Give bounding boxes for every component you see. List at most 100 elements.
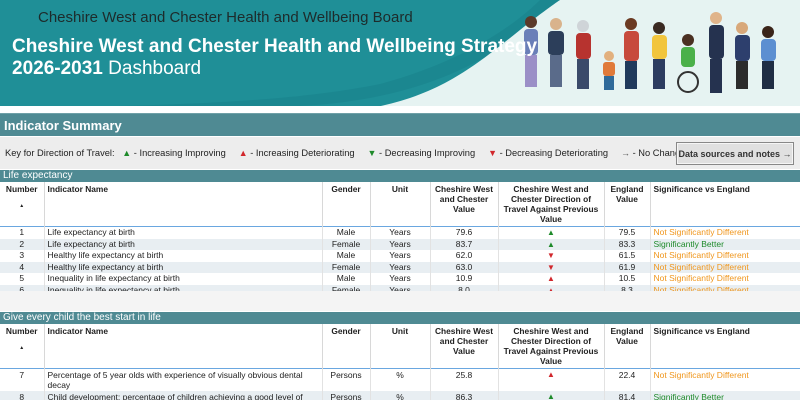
column-header-gender[interactable]: Gender bbox=[322, 182, 371, 227]
cwac-value: 8.0 bbox=[430, 284, 499, 296]
significance: Not Significantly Different bbox=[650, 261, 800, 273]
unit: Years bbox=[370, 261, 431, 273]
section-title: Give every child the best start in life bbox=[3, 312, 161, 323]
england-value: 8.3 bbox=[604, 284, 651, 296]
column-header-england-value[interactable]: England Value bbox=[604, 324, 651, 369]
decreasing-deteriorating-icon: ▼ bbox=[498, 250, 605, 262]
cwac-value: 63.0 bbox=[430, 261, 499, 273]
people-illustration bbox=[524, 12, 776, 93]
section-title: Life expectancy bbox=[3, 170, 73, 181]
data-sources-button[interactable]: Data sources and notes → bbox=[676, 142, 794, 165]
table-row[interactable]: 4 Healthy life expectancy at birth Female Y… bbox=[0, 261, 800, 273]
column-header-england-value[interactable]: England Value bbox=[604, 182, 651, 227]
no-change-icon: → bbox=[621, 148, 631, 158]
cwac-value: 83.7 bbox=[430, 238, 499, 250]
increasing-deteriorating-icon: ▲ bbox=[498, 368, 605, 391]
cwac-value: 86.3 bbox=[430, 391, 499, 400]
column-header-significance[interactable]: Significance vs England bbox=[650, 182, 800, 227]
table-row[interactable]: 7 Percentage of 5 year olds with experien… bbox=[0, 368, 800, 391]
unit: Years bbox=[370, 238, 431, 250]
increasing-improving-icon: ▲ bbox=[498, 391, 605, 400]
person-icon bbox=[576, 20, 591, 89]
direction-key: Key for Direction of Travel: ▲ - Increas… bbox=[5, 148, 685, 158]
indicator-name: Percentage of 5 year olds with experienc… bbox=[44, 368, 323, 391]
section-header-life-expectancy: Life expectancy bbox=[0, 170, 800, 182]
table-row[interactable]: 8 Child development: percentage of childr… bbox=[0, 391, 800, 400]
significance: Not Significantly Different bbox=[653, 370, 749, 380]
person-icon bbox=[761, 26, 776, 89]
column-header-significance[interactable]: Significance vs England bbox=[650, 324, 800, 369]
title-dashboard: Dashboard bbox=[102, 58, 202, 79]
row-number: 3 bbox=[0, 250, 45, 262]
table-row[interactable]: 5 Inequality in life expectancy at birth M… bbox=[0, 273, 800, 285]
person-icon bbox=[677, 34, 699, 93]
indicator-name: Inequality in life expectancy at birth bbox=[44, 273, 323, 285]
direction-key-row: Key for Direction of Travel: ▲ - Increas… bbox=[0, 137, 800, 169]
unit: Years bbox=[370, 226, 431, 239]
england-value: 81.4 bbox=[604, 391, 651, 400]
indicator-summary-title: Indicator Summary bbox=[4, 118, 122, 133]
column-header-number-label: Number bbox=[5, 326, 38, 336]
gender: Female bbox=[322, 284, 371, 296]
column-header-number-label: Number bbox=[5, 184, 38, 194]
person-icon bbox=[624, 18, 639, 89]
column-header-indicator[interactable]: Indicator Name bbox=[44, 324, 323, 369]
column-header-direction[interactable]: Cheshire West and Chester Direction of T… bbox=[498, 324, 605, 369]
significance: Not Significantly Different bbox=[650, 284, 800, 296]
sort-asc-icon[interactable]: ▲ bbox=[19, 345, 25, 351]
key-label: Key for Direction of Travel: bbox=[5, 148, 115, 158]
decreasing-improving-icon: ▼ bbox=[367, 148, 377, 158]
life-expectancy-rows: 1 Life expectancy at birth Male Years 79.6 ▲ 7… bbox=[0, 226, 800, 296]
column-header-number[interactable]: Number ▲ bbox=[0, 324, 45, 369]
banner-bottom-strip bbox=[0, 106, 800, 112]
row-number: 7 bbox=[0, 368, 45, 391]
table-row[interactable]: 2 Life expectancy at birth Female Years 83.7… bbox=[0, 238, 800, 250]
cwac-value: 79.6 bbox=[430, 226, 499, 239]
table-row[interactable]: 3 Healthy life expectancy at birth Male Yea… bbox=[0, 250, 800, 262]
increasing-deteriorating-icon: ▲ bbox=[498, 284, 605, 296]
table-row[interactable]: 1 Life expectancy at birth Male Years 79.6 ▲ 7… bbox=[0, 226, 800, 239]
column-header-indicator[interactable]: Indicator Name bbox=[44, 182, 323, 227]
significance: Not Significantly Different bbox=[653, 250, 749, 260]
column-header-cwac-value[interactable]: Cheshire West and Chester Value bbox=[430, 182, 499, 227]
indicator-name: Healthy life expectancy at birth bbox=[44, 250, 323, 262]
key-no-change: - No Change bbox=[630, 148, 686, 158]
gender: Male bbox=[322, 273, 371, 285]
key-decreasing-deteriorating: - Decreasing Deteriorating bbox=[496, 148, 609, 158]
gender: Persons bbox=[322, 368, 371, 391]
column-header-unit[interactable]: Unit bbox=[370, 324, 431, 369]
increasing-improving-icon: ▲ bbox=[498, 238, 605, 250]
unit: % bbox=[370, 391, 431, 400]
indicator-summary-bar: Indicator Summary bbox=[0, 113, 800, 136]
section-header-best-start: Give every child the best start in life bbox=[0, 312, 800, 324]
indicator-name: Inequality in life expectancy at birth bbox=[44, 284, 323, 296]
increasing-deteriorating-icon: ▲ bbox=[238, 148, 248, 158]
england-value: 79.5 bbox=[604, 226, 651, 239]
row-number: 5 bbox=[0, 273, 45, 285]
column-header-number[interactable]: Number ▲ bbox=[0, 182, 45, 227]
column-header-direction[interactable]: Cheshire West and Chester Direction of T… bbox=[498, 182, 605, 227]
england-value: 83.3 bbox=[604, 238, 651, 250]
key-decreasing-improving: - Decreasing Improving bbox=[376, 148, 476, 158]
indicator-name: Life expectancy at birth bbox=[44, 226, 323, 239]
row-number: 4 bbox=[0, 261, 45, 273]
board-name: Cheshire West and Chester Health and Wel… bbox=[38, 9, 413, 26]
banner-wave-light bbox=[0, 0, 800, 112]
banner-wave-mid bbox=[0, 0, 540, 108]
unit: % bbox=[370, 368, 431, 391]
indicator-name: Child development: percentage of childre… bbox=[44, 391, 323, 400]
key-increasing-deteriorating: - Increasing Deteriorating bbox=[247, 148, 355, 158]
row-number: 8 bbox=[0, 391, 45, 400]
cwac-value: 62.0 bbox=[430, 250, 499, 262]
england-value: 22.4 bbox=[604, 368, 651, 391]
significance: Not Significantly Different bbox=[653, 227, 749, 237]
column-header-unit[interactable]: Unit bbox=[370, 182, 431, 227]
table-row[interactable]: 6 Inequality in life expectancy at birth F… bbox=[0, 284, 800, 296]
gender: Male bbox=[322, 226, 371, 239]
gender: Female bbox=[322, 261, 371, 273]
column-header-cwac-value[interactable]: Cheshire West and Chester Value bbox=[430, 324, 499, 369]
title-year: 2026-2031 bbox=[12, 58, 103, 79]
column-header-gender[interactable]: Gender bbox=[322, 324, 371, 369]
decreasing-deteriorating-icon: ▼ bbox=[488, 148, 497, 158]
sort-asc-icon[interactable]: ▲ bbox=[19, 203, 25, 209]
